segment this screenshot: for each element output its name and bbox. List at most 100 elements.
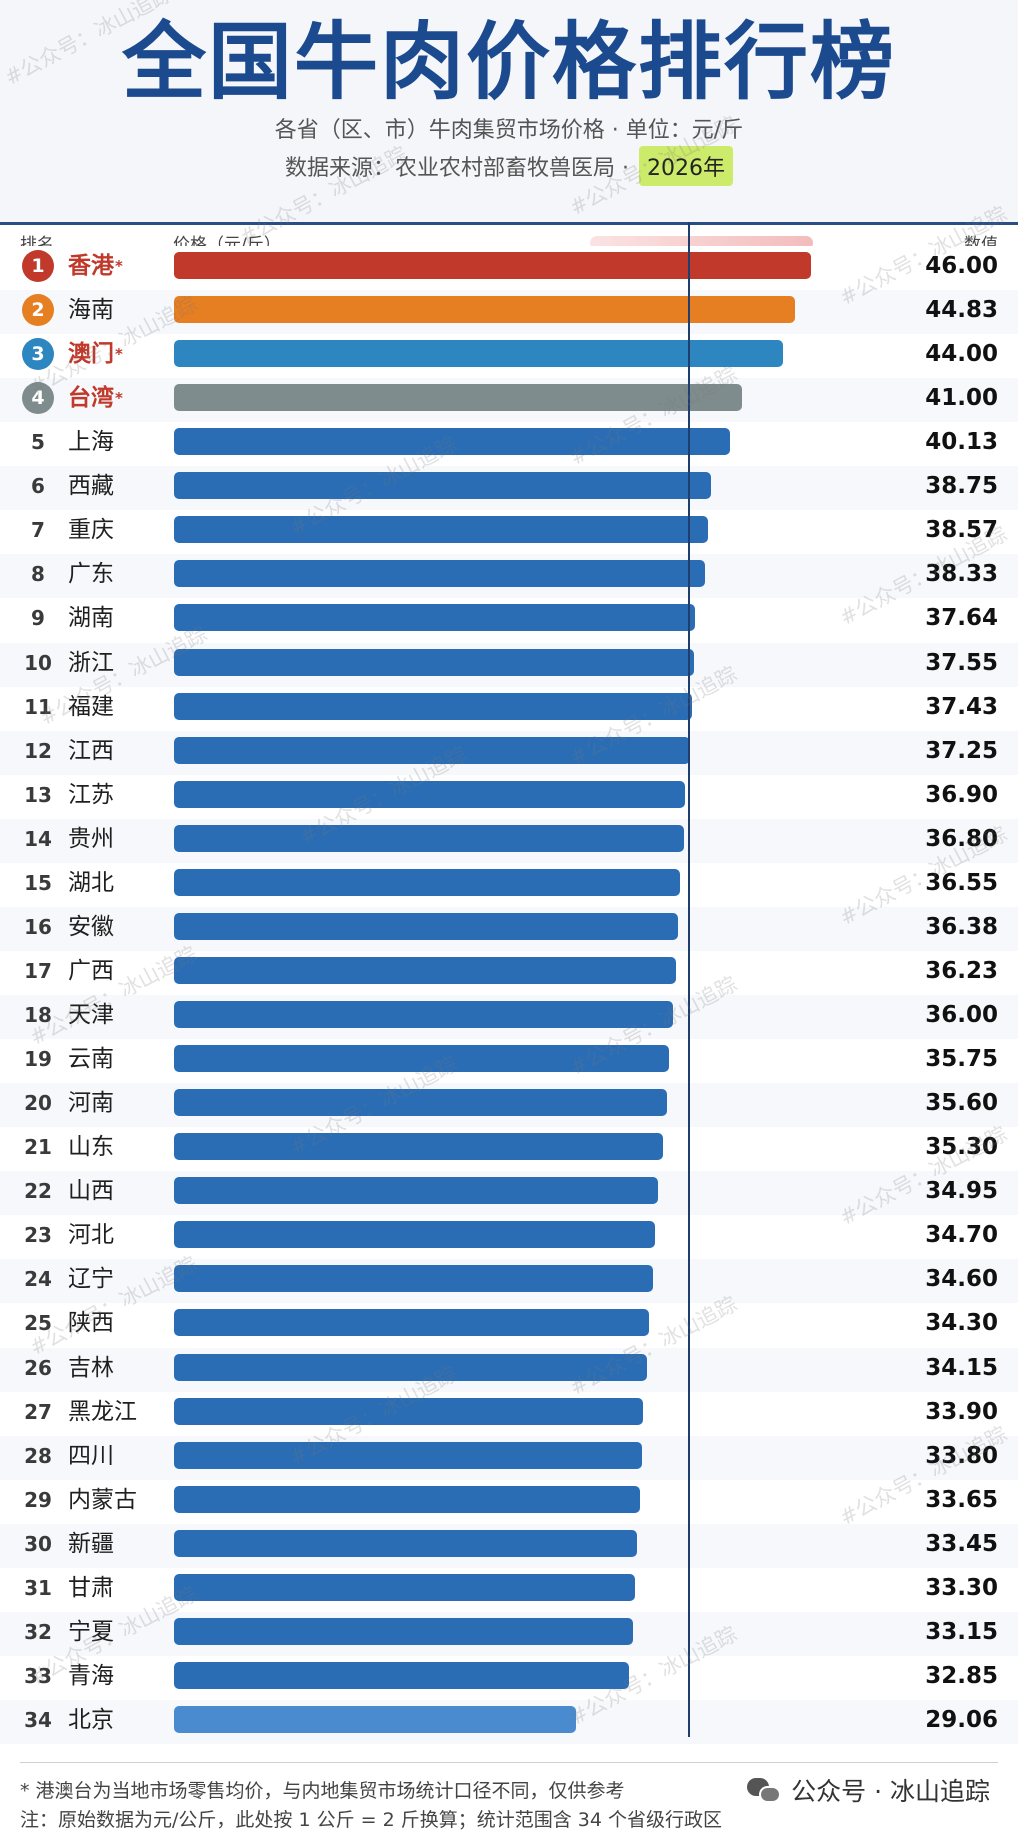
rank-number: 31 [24,1575,52,1600]
region-label: 内蒙古 [68,1486,137,1513]
footnote-star: * [115,257,123,275]
rank-number: 33 [24,1663,52,1688]
rank-number: 14 [24,826,52,851]
footnote-1: * 港澳台为当地市场零售均价，与内地集贸市场统计口径不同，仅供参考 [20,1780,625,1802]
price-bar [174,1133,663,1161]
value-label: 44.83 [925,297,998,324]
region-name: 辽宁 [68,1263,114,1295]
value-label: 36.90 [925,781,998,808]
region-name: 海南 [68,294,114,326]
price-bar [174,1529,638,1557]
year-badge: 2026年 [639,146,733,186]
region-label: 浙江 [68,649,114,676]
region-label: 北京 [68,1706,114,1733]
region-name: 吉林 [68,1352,114,1384]
rank-number: 6 [31,474,45,499]
region-label: 江苏 [68,781,114,808]
region-label: 宁夏 [68,1618,114,1645]
region-label: 香港 [68,253,114,279]
region-label: 西藏 [68,473,114,500]
price-bar [174,296,795,324]
rank-number: 13 [24,782,52,807]
rank-number: 15 [24,870,52,895]
brand-label: 公众号 · 冰山追踪 [791,1777,990,1806]
region-label: 新疆 [68,1530,114,1557]
rank-number: 32 [24,1619,52,1644]
rank-number: 25 [24,1311,52,1336]
region-name: 福建 [68,691,114,723]
price-bar [174,384,742,412]
footnote-star: * [115,389,123,408]
price-bar [174,1485,640,1513]
rank-number: 29 [24,1487,52,1512]
value-label: 33.65 [925,1486,998,1513]
rank-number: 23 [24,1223,52,1248]
value-label: 34.15 [925,1354,998,1381]
region-name: 黑龙江 [68,1396,137,1428]
value-label: 41.00 [925,385,998,412]
region-label: 安徽 [68,913,114,940]
region-label: 福建 [68,693,114,720]
region-name: 陕西 [68,1307,114,1339]
rank-number: 8 [31,562,45,587]
price-bar [174,824,684,852]
region-name: 安徽 [68,911,114,943]
region-name: 青海 [68,1660,114,1692]
value-label: 36.55 [925,869,998,896]
region-label: 青海 [68,1662,114,1689]
rank-number: 26 [24,1355,52,1380]
region-label: 甘肃 [68,1574,114,1601]
region-name: 甘肃 [68,1572,114,1604]
region-label: 贵州 [68,825,114,852]
price-bar [174,1353,647,1381]
source-text: 数据来源：农业农村部畜牧兽医局 · [285,156,629,181]
price-bar [174,604,696,632]
value-label: 38.57 [925,517,998,544]
value-label: 37.25 [925,737,998,764]
region-name: 宁夏 [68,1616,114,1648]
rank-number: 27 [24,1399,52,1424]
rank-badge: 4 [22,382,54,415]
region-label: 重庆 [68,517,114,544]
footnote-2: 注：原始数据为元/公斤，此处按 1 公斤 = 2 斤换算；统计范围含 34 个省… [20,1809,722,1831]
rank-number: 22 [24,1179,52,1204]
price-bar [174,912,678,940]
region-name: 四川 [68,1440,114,1472]
region-name: 湖北 [68,867,114,899]
region-label: 辽宁 [68,1266,114,1293]
rank-number: 20 [24,1091,52,1116]
price-bar [174,868,681,896]
region-name: 西藏 [68,470,114,502]
region-name: 江苏 [68,779,114,811]
region-label: 河北 [68,1222,114,1249]
region-name: 江西 [68,735,114,767]
rank-number: 30 [24,1531,52,1556]
region-label: 江西 [68,737,114,764]
value-label: 36.00 [925,1002,998,1029]
region-name: 河北 [68,1219,114,1251]
value-label: 29.06 [925,1706,998,1733]
region-name: 上海 [68,426,114,458]
price-bar [174,1001,673,1029]
price-bar [174,1617,634,1645]
region-name: 澳门* [68,338,123,370]
region-label: 海南 [68,297,114,324]
price-bar [174,560,705,588]
region-name: 浙江 [68,647,114,679]
brand: 公众号 · 冰山追踪 [747,1772,990,1808]
value-label: 46.00 [925,253,998,279]
price-bar [174,1089,667,1117]
region-label: 陕西 [68,1310,114,1337]
value-label: 38.75 [925,473,998,500]
value-label: 33.45 [925,1530,998,1557]
price-bar [174,340,784,368]
price-bar [174,736,690,764]
rank-number: 34 [24,1707,52,1732]
value-label: 35.75 [925,1046,998,1073]
wechat-icon [747,1776,782,1804]
value-label: 34.70 [925,1222,998,1249]
value-label: 32.85 [925,1662,998,1689]
header: 全国牛肉价格排行榜 各省（区、市）牛肉集贸市场价格 · 单位：元/斤 数据来源：… [0,0,1018,225]
region-name: 新疆 [68,1528,114,1560]
region-name: 湖南 [68,602,114,634]
